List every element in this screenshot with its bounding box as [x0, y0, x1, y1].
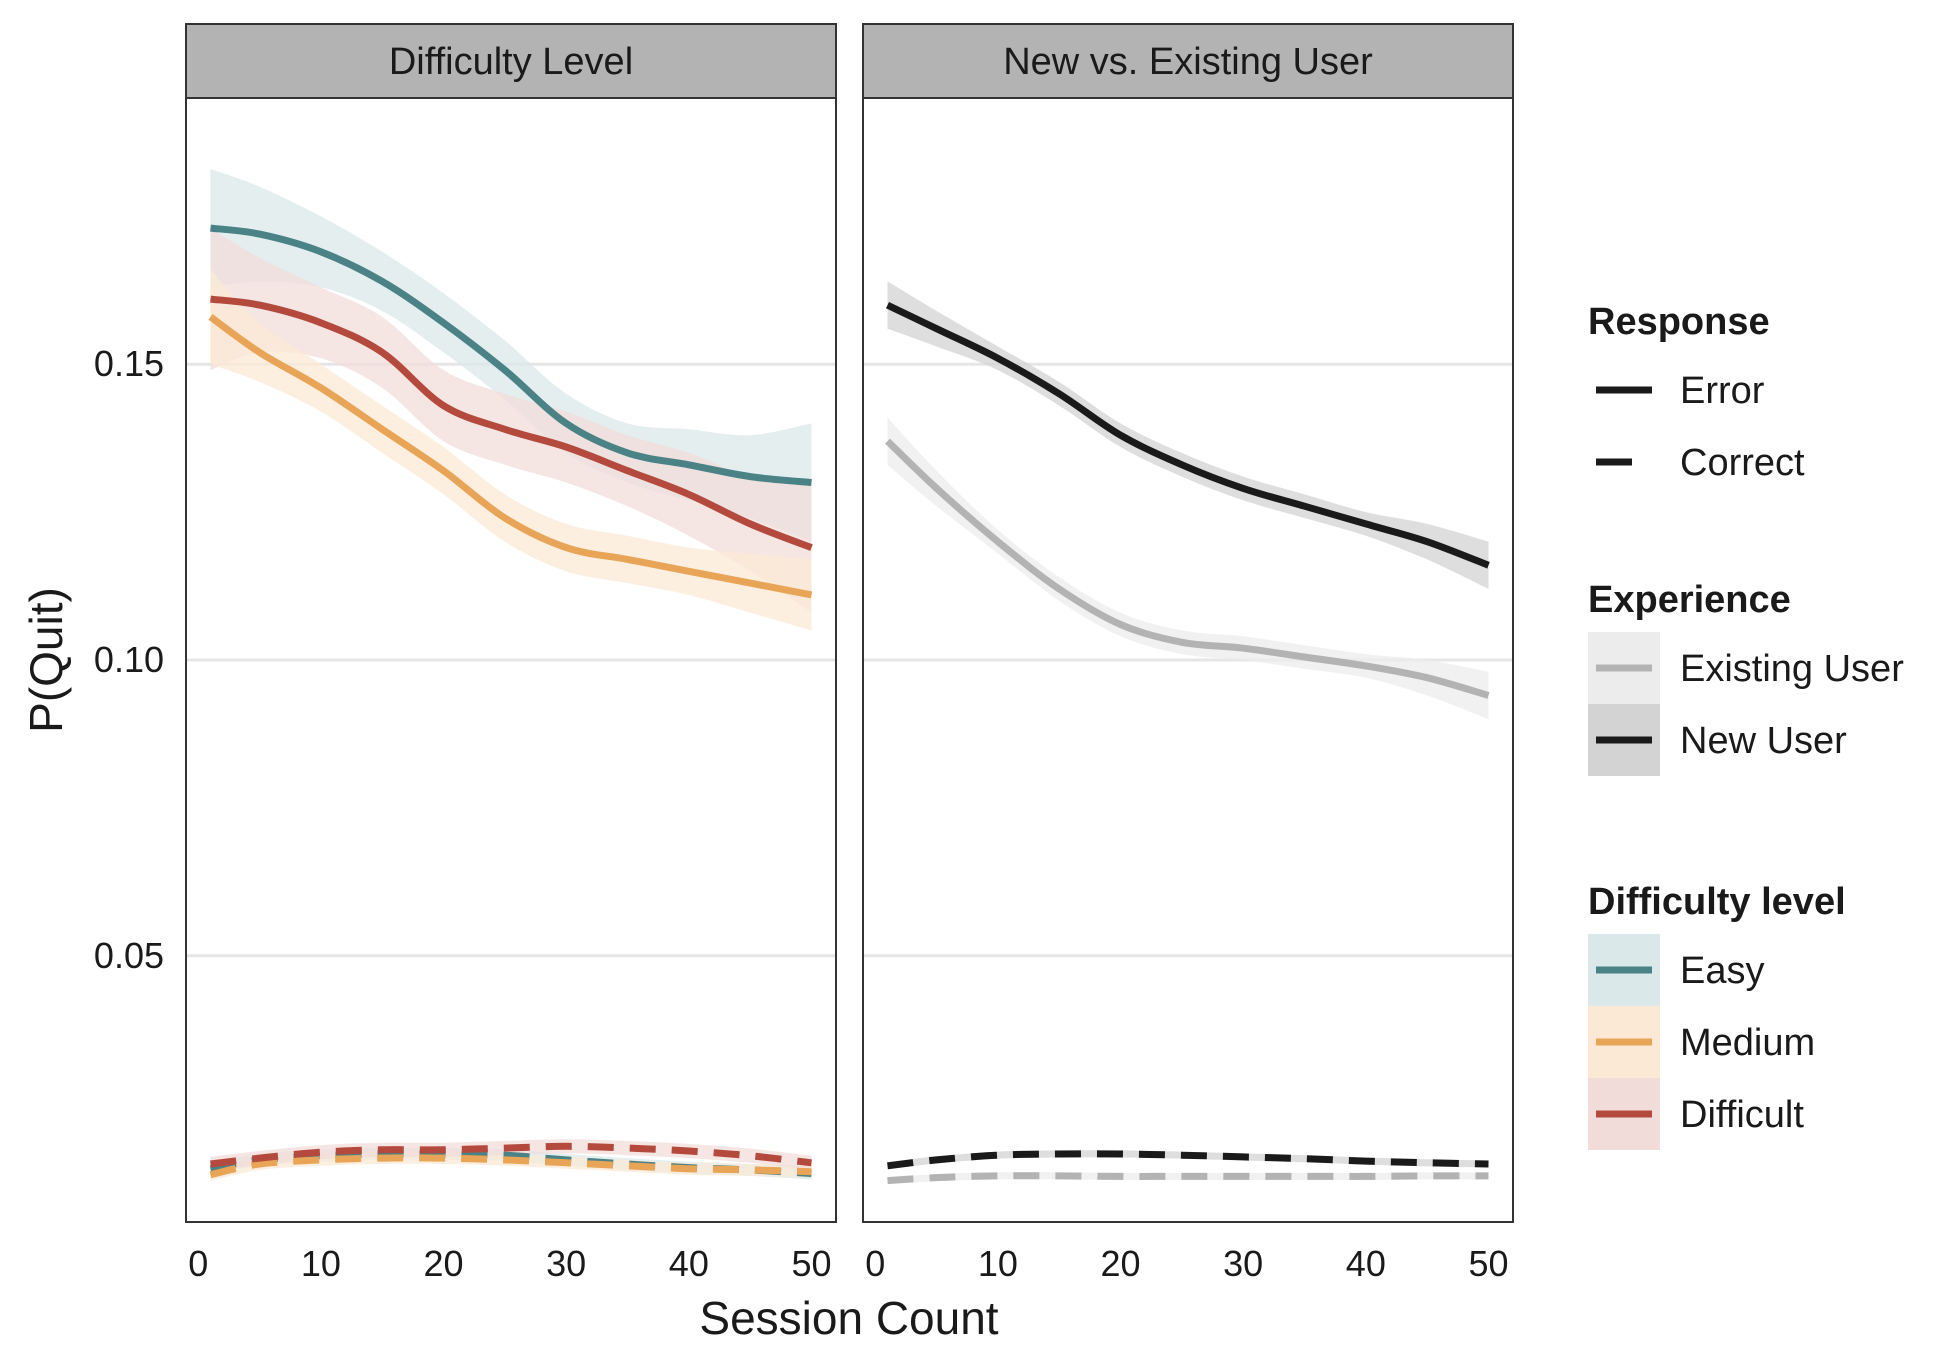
y-tick-label-1: 0.10 — [94, 639, 164, 680]
panel-new-vs-existing: New vs. Existing User — [862, 23, 1514, 1223]
x-tick-label-p0-4: 40 — [669, 1243, 709, 1284]
line-difficulty-level-medium-correct — [209, 1154, 812, 1179]
x-tick-label-p0-5: 50 — [791, 1243, 831, 1284]
series-lines-new-vs-existing — [885, 301, 1490, 1185]
line-difficulty-level-easy-error — [210, 224, 812, 486]
legend-label-medium: Medium — [1680, 1022, 1815, 1064]
strip-new-vs-existing — [862, 23, 1514, 99]
band-difficulty-level-medium-error — [210, 269, 812, 631]
legend: Response Error Correct Experience Existing U… — [1588, 301, 1904, 1150]
x-tick-label-p1-4: 40 — [1346, 1243, 1386, 1284]
legend-group-difficulty-level: Difficulty level Easy Medium Difficult — [1588, 881, 1846, 1150]
line-new-vs-existing-user-new-user-error — [885, 301, 1490, 569]
x-tick-label-p0-0: 0 — [188, 1243, 208, 1284]
x-axis-title: Session Count — [699, 1292, 998, 1344]
x-tick-label-p1-5: 50 — [1468, 1243, 1508, 1284]
x-tick-label-p1-1: 10 — [978, 1243, 1018, 1284]
panel-difficulty-level: Difficulty Level — [185, 23, 837, 1223]
line-difficulty-level-medium-error — [208, 314, 813, 599]
legend-group-experience: Experience Existing User New User — [1588, 579, 1904, 776]
legend-label-easy: Easy — [1680, 950, 1764, 992]
legend-label-correct: Correct — [1680, 442, 1805, 484]
x-tick-label-p0-3: 30 — [546, 1243, 586, 1284]
y-axis-ticks: 0.05 0.10 0.15 — [94, 343, 164, 976]
legend-title-experience: Experience — [1588, 579, 1791, 621]
x-tick-label-p1-3: 30 — [1223, 1243, 1263, 1284]
legend-label-error: Error — [1680, 370, 1765, 412]
y-tick-label-2: 0.15 — [94, 343, 164, 384]
x-tick-label-p1-2: 20 — [1101, 1243, 1141, 1284]
panel-border-new-vs-existing — [862, 97, 1514, 1223]
band-new-vs-existing-user-existing-user-error — [887, 417, 1489, 720]
line-new-vs-existing-user-existing-user-correct — [887, 1172, 1489, 1185]
legend-group-response: Response Error Correct — [1588, 301, 1805, 484]
legend-label-existing-user: Existing User — [1680, 648, 1904, 690]
band-difficulty-level-difficult-error — [210, 228, 812, 613]
line-difficulty-level-difficult-error — [210, 295, 813, 551]
legend-title-response: Response — [1588, 301, 1770, 343]
x-tick-label-p0-2: 20 — [424, 1243, 464, 1284]
series-lines-difficulty-level — [208, 224, 813, 1179]
band-new-vs-existing-user-new-user-error — [887, 281, 1489, 589]
line-new-vs-existing-user-new-user-correct — [887, 1150, 1489, 1170]
panel-border-difficulty-level — [185, 97, 837, 1223]
line-difficulty-level-difficult-correct — [210, 1142, 812, 1168]
strip-title-new-vs-existing: New vs. Existing User — [1003, 41, 1373, 83]
legend-label-difficult: Difficult — [1680, 1094, 1804, 1136]
x-tick-label-p1-0: 0 — [865, 1243, 885, 1284]
x-tick-label-p0-1: 10 — [301, 1243, 341, 1284]
legend-title-difficulty-level: Difficulty level — [1588, 881, 1846, 923]
strip-difficulty-level — [185, 23, 837, 99]
y-axis-title: P(Quit) — [20, 587, 72, 733]
y-tick-label-0: 0.05 — [94, 935, 164, 976]
strip-title-difficulty-level: Difficulty Level — [389, 41, 633, 83]
line-new-vs-existing-user-existing-user-error — [885, 438, 1490, 699]
x-axis-ticks: 0 10 20 30 40 50 0 10 20 30 40 50 — [188, 1243, 1508, 1284]
legend-label-new-user: New User — [1680, 720, 1847, 762]
